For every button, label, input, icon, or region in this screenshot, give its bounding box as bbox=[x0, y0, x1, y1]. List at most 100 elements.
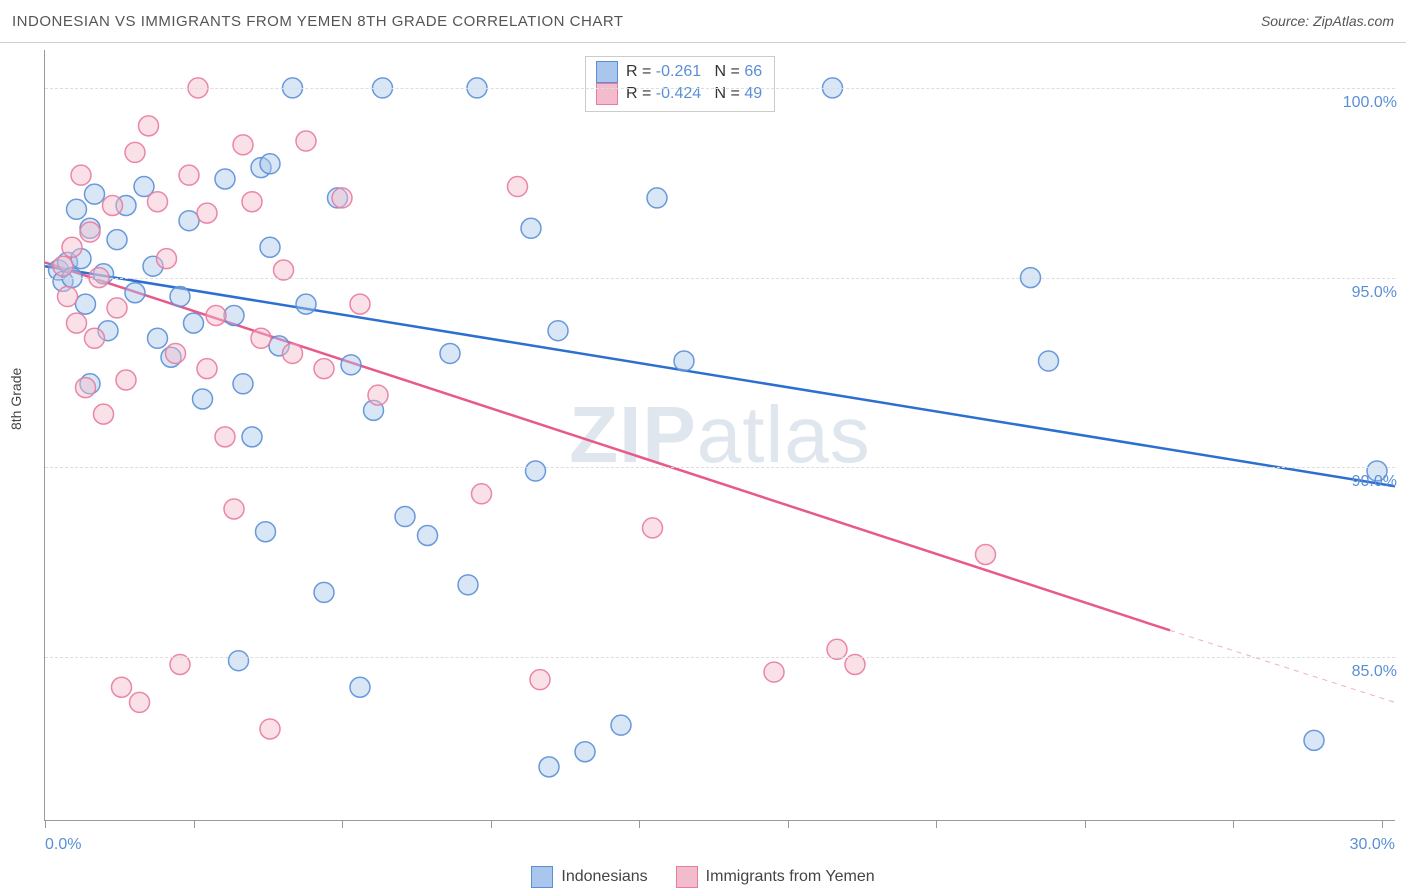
x-tick bbox=[342, 820, 343, 828]
scatter-point-yemen bbox=[643, 518, 663, 538]
scatter-point-indonesians bbox=[440, 343, 460, 363]
legend-series-swatch-yemen bbox=[676, 866, 698, 888]
gridline-horizontal bbox=[45, 278, 1395, 279]
x-tick bbox=[1233, 820, 1234, 828]
gridline-horizontal bbox=[45, 657, 1395, 658]
scatter-point-yemen bbox=[976, 544, 996, 564]
scatter-point-yemen bbox=[368, 385, 388, 405]
scatter-point-yemen bbox=[197, 203, 217, 223]
scatter-point-yemen bbox=[53, 256, 73, 276]
scatter-point-indonesians bbox=[260, 237, 280, 257]
scatter-point-yemen bbox=[472, 484, 492, 504]
scatter-point-yemen bbox=[350, 294, 370, 314]
scatter-point-yemen bbox=[130, 692, 150, 712]
scatter-point-indonesians bbox=[224, 306, 244, 326]
source-credit: Source: ZipAtlas.com bbox=[1261, 13, 1394, 29]
scatter-point-indonesians bbox=[1039, 351, 1059, 371]
scatter-point-indonesians bbox=[215, 169, 235, 189]
x-tick bbox=[1382, 820, 1383, 828]
scatter-point-indonesians bbox=[85, 184, 105, 204]
scatter-point-indonesians bbox=[179, 211, 199, 231]
scatter-point-yemen bbox=[206, 306, 226, 326]
legend-series: Indonesians Immigrants from Yemen bbox=[0, 866, 1406, 888]
scatter-point-indonesians bbox=[233, 374, 253, 394]
scatter-point-yemen bbox=[233, 135, 253, 155]
scatter-point-yemen bbox=[62, 237, 82, 257]
scatter-point-indonesians bbox=[674, 351, 694, 371]
x-tick-label-start: 0.0% bbox=[45, 836, 81, 854]
gridline-horizontal bbox=[45, 467, 1395, 468]
scatter-point-indonesians bbox=[260, 154, 280, 174]
scatter-point-yemen bbox=[67, 313, 87, 333]
x-tick bbox=[788, 820, 789, 828]
scatter-point-indonesians bbox=[193, 389, 213, 409]
scatter-point-indonesians bbox=[1304, 730, 1324, 750]
scatter-points-layer bbox=[45, 50, 1395, 820]
legend-corr-row-indonesians: R = -0.261 N = 66 bbox=[596, 61, 762, 83]
scatter-point-indonesians bbox=[256, 522, 276, 542]
scatter-point-indonesians bbox=[296, 294, 316, 314]
scatter-point-indonesians bbox=[647, 188, 667, 208]
y-tick-label: 100.0% bbox=[1343, 94, 1397, 112]
scatter-point-yemen bbox=[107, 298, 127, 318]
scatter-point-yemen bbox=[197, 359, 217, 379]
scatter-point-indonesians bbox=[184, 313, 204, 333]
source-name: ZipAtlas.com bbox=[1313, 13, 1394, 29]
scatter-point-yemen bbox=[116, 370, 136, 390]
scatter-point-indonesians bbox=[67, 199, 87, 219]
scatter-point-yemen bbox=[166, 343, 186, 363]
scatter-point-indonesians bbox=[521, 218, 541, 238]
scatter-point-indonesians bbox=[170, 287, 190, 307]
scatter-point-yemen bbox=[296, 131, 316, 151]
scatter-point-yemen bbox=[157, 249, 177, 269]
scatter-point-yemen bbox=[508, 177, 528, 197]
x-tick bbox=[1085, 820, 1086, 828]
scatter-point-yemen bbox=[260, 719, 280, 739]
scatter-point-yemen bbox=[58, 287, 78, 307]
scatter-point-indonesians bbox=[314, 582, 334, 602]
scatter-point-yemen bbox=[94, 404, 114, 424]
scatter-point-indonesians bbox=[575, 742, 595, 762]
scatter-point-yemen bbox=[139, 116, 159, 136]
scatter-point-indonesians bbox=[76, 294, 96, 314]
plot-area: ZIPatlas R = -0.261 N = 66R = -0.424 N =… bbox=[44, 50, 1395, 821]
legend-series-label-yemen: Immigrants from Yemen bbox=[706, 868, 875, 886]
title-bar: INDONESIAN VS IMMIGRANTS FROM YEMEN 8TH … bbox=[0, 0, 1406, 43]
scatter-point-indonesians bbox=[526, 461, 546, 481]
x-tick bbox=[194, 820, 195, 828]
scatter-point-yemen bbox=[148, 192, 168, 212]
scatter-point-yemen bbox=[85, 328, 105, 348]
y-tick-label: 85.0% bbox=[1352, 663, 1397, 681]
scatter-point-indonesians bbox=[107, 230, 127, 250]
scatter-point-yemen bbox=[314, 359, 334, 379]
legend-corr-text-indonesians: R = -0.261 N = 66 bbox=[626, 61, 762, 83]
scatter-point-yemen bbox=[103, 196, 123, 216]
legend-swatch-yemen bbox=[596, 83, 618, 105]
scatter-point-yemen bbox=[242, 192, 262, 212]
legend-swatch-indonesians bbox=[596, 61, 618, 83]
legend-correlation-box: R = -0.261 N = 66R = -0.424 N = 49 bbox=[585, 56, 775, 112]
scatter-point-yemen bbox=[179, 165, 199, 185]
scatter-point-yemen bbox=[283, 343, 303, 363]
legend-series-label-indonesians: Indonesians bbox=[561, 868, 647, 886]
scatter-point-yemen bbox=[80, 222, 100, 242]
legend-series-item-yemen: Immigrants from Yemen bbox=[676, 866, 875, 888]
scatter-point-yemen bbox=[332, 188, 352, 208]
scatter-point-indonesians bbox=[242, 427, 262, 447]
legend-corr-text-yemen: R = -0.424 N = 49 bbox=[626, 83, 762, 105]
chart-title: INDONESIAN VS IMMIGRANTS FROM YEMEN 8TH … bbox=[12, 13, 624, 30]
scatter-point-yemen bbox=[125, 142, 145, 162]
y-tick-label: 95.0% bbox=[1352, 284, 1397, 302]
gridline-horizontal bbox=[45, 88, 1395, 89]
scatter-point-indonesians bbox=[611, 715, 631, 735]
legend-series-item-indonesians: Indonesians bbox=[531, 866, 647, 888]
y-axis-label: 8th Grade bbox=[8, 368, 24, 430]
y-tick-label: 90.0% bbox=[1352, 473, 1397, 491]
x-tick-label-end: 30.0% bbox=[1350, 836, 1395, 854]
scatter-point-indonesians bbox=[350, 677, 370, 697]
x-tick bbox=[639, 820, 640, 828]
scatter-point-yemen bbox=[112, 677, 132, 697]
x-tick bbox=[936, 820, 937, 828]
scatter-point-yemen bbox=[71, 165, 91, 185]
scatter-point-yemen bbox=[215, 427, 235, 447]
